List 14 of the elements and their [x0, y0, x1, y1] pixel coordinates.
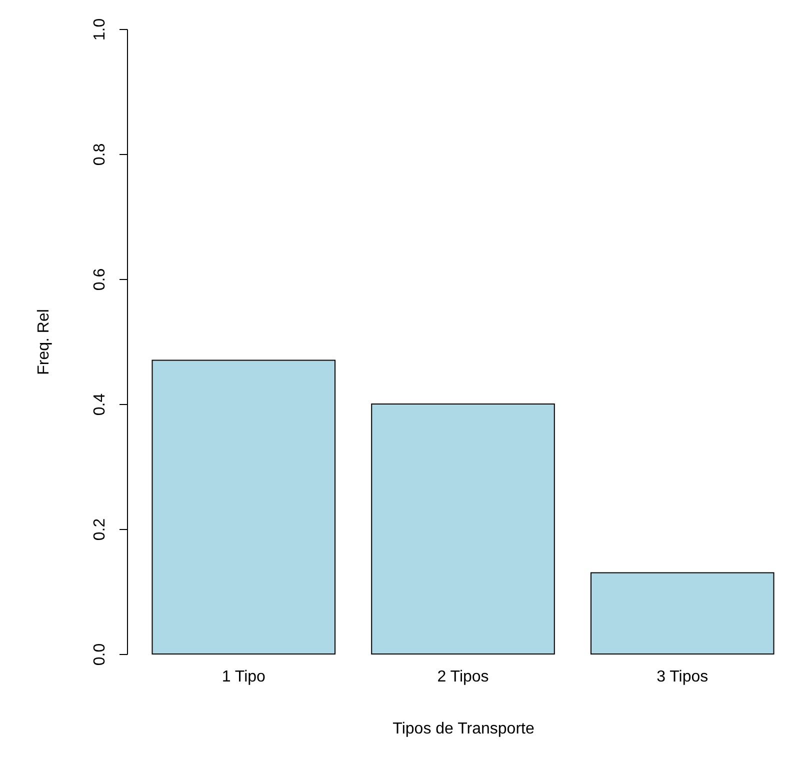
y-tick-label: 0.2: [92, 518, 108, 541]
y-tick-label: 0.4: [92, 393, 108, 416]
y-tick-label: 0.8: [92, 143, 108, 166]
y-tick-label: 1.0: [92, 18, 108, 41]
bar: [152, 360, 336, 654]
x-axis-title: Tipos de Transporte: [392, 720, 534, 738]
y-axis-title: Freq. Rel: [36, 309, 52, 375]
y-tick-label: 0.6: [92, 268, 108, 291]
bar: [371, 404, 555, 654]
x-tick-label: 3 Tipos: [656, 668, 708, 686]
bar: [590, 572, 774, 654]
y-tick-label: 0.0: [92, 643, 108, 666]
x-tick-label: 1 Tipo: [222, 668, 266, 686]
x-tick-label: 2 Tipos: [437, 668, 489, 686]
